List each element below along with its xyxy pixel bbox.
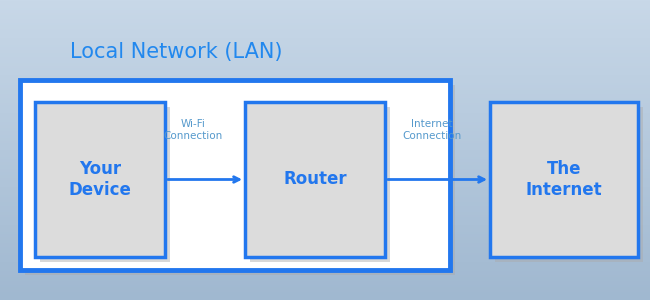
Text: Wi-Fi
Connection: Wi-Fi Connection — [163, 119, 222, 141]
FancyBboxPatch shape — [490, 102, 638, 257]
FancyBboxPatch shape — [25, 85, 455, 275]
FancyBboxPatch shape — [40, 107, 170, 262]
Text: Internet
Connection: Internet Connection — [402, 119, 462, 141]
Text: Router: Router — [283, 170, 347, 188]
FancyBboxPatch shape — [245, 102, 385, 257]
Text: Your
Device: Your Device — [68, 160, 131, 199]
Text: Local Network (LAN): Local Network (LAN) — [70, 42, 283, 62]
FancyBboxPatch shape — [250, 107, 390, 262]
FancyBboxPatch shape — [20, 80, 450, 270]
FancyBboxPatch shape — [495, 107, 643, 262]
Text: The
Internet: The Internet — [526, 160, 603, 199]
FancyBboxPatch shape — [35, 102, 165, 257]
